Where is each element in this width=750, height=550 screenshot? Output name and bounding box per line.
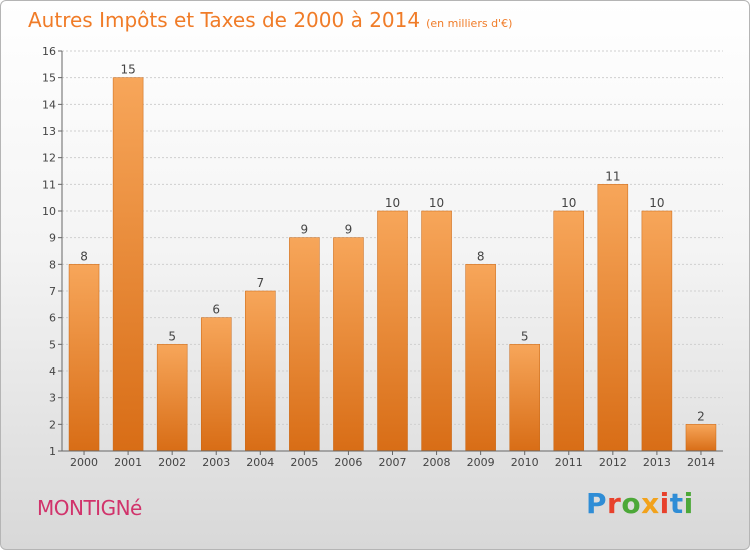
y-tick-label: 1: [49, 445, 56, 458]
bar-value-label: 10: [561, 196, 576, 210]
bar: [68, 264, 100, 452]
y-tick-label: 16: [42, 45, 56, 58]
x-tick-label: 2008: [423, 456, 451, 469]
chart-title-text: Autres Impôts et Taxes de 2000 à 2014: [28, 8, 421, 32]
bar-value-label: 6: [212, 303, 220, 317]
logo-letter: o: [621, 487, 642, 520]
y-tick-label: 14: [42, 98, 56, 111]
x-tick-label: 2002: [158, 456, 186, 469]
y-tick-label: 2: [49, 418, 56, 431]
y-tick-label: 15: [42, 72, 56, 85]
y-tick-label: 12: [42, 152, 56, 165]
logo-letter: i: [659, 487, 670, 520]
bar: [641, 210, 673, 452]
bar: [156, 344, 188, 452]
bar: [245, 290, 276, 452]
bar-value-label: 9: [301, 223, 309, 237]
y-tick-label: 8: [49, 258, 56, 271]
bar: [333, 237, 364, 452]
x-tick-label: 2004: [246, 456, 274, 469]
chart-unit-note: (en milliers d'€): [426, 17, 513, 30]
bar: [200, 317, 232, 452]
city-name: MONTIGNé: [37, 496, 142, 520]
bar: [112, 77, 144, 452]
x-tick-label: 2000: [70, 456, 98, 469]
x-tick-label: 2009: [467, 456, 495, 469]
y-tick-label: 3: [49, 392, 56, 405]
logo-letter: r: [607, 487, 622, 520]
bar: [465, 264, 496, 452]
bar-value-label: 8: [80, 249, 88, 263]
bar-value-label: 5: [168, 329, 176, 343]
bar: [509, 344, 540, 452]
logo-letter: i: [683, 487, 694, 520]
logo-letter: P: [586, 487, 608, 520]
chart-title: Autres Impôts et Taxes de 2000 à 2014 (en…: [28, 8, 512, 32]
bar: [377, 210, 408, 452]
x-tick-label: 2006: [334, 456, 362, 469]
y-tick-label: 7: [49, 285, 56, 298]
bar-value-label: 15: [120, 63, 135, 77]
x-tick-label: 2001: [114, 456, 142, 469]
bar-value-label: 10: [649, 196, 664, 210]
y-tick-label: 4: [49, 365, 56, 378]
bar: [421, 210, 452, 452]
y-tick-label: 13: [42, 125, 56, 138]
logo-letter: x: [641, 487, 660, 520]
bar: [553, 210, 585, 452]
bar-value-label: 8: [477, 249, 485, 263]
bar-value-label: 5: [521, 329, 529, 343]
y-tick-label: 9: [49, 232, 56, 245]
y-tick-label: 5: [49, 338, 56, 351]
bar-value-label: 9: [345, 223, 353, 237]
bar-value-label: 2: [697, 409, 705, 423]
bar-value-label: 11: [605, 169, 620, 183]
bar: [685, 424, 717, 452]
bar-value-label: 10: [385, 196, 400, 210]
x-tick-label: 2005: [290, 456, 318, 469]
logo-letter: t: [669, 487, 684, 520]
bar-value-label: 7: [256, 276, 264, 290]
y-tick-label: 11: [42, 178, 56, 191]
x-tick-label: 2012: [599, 456, 627, 469]
x-tick-label: 2010: [511, 456, 539, 469]
bars: 8 15 5 6 7 9 9 10 10 8 5 10 11 10 2: [68, 63, 717, 452]
y-tick-label: 10: [42, 205, 56, 218]
bar: [289, 237, 320, 452]
proxiti-logo: Proxiti: [586, 487, 694, 520]
bar-value-label: 10: [429, 196, 444, 210]
x-tick-label: 2007: [379, 456, 407, 469]
bar: [597, 184, 629, 452]
x-tick-label: 2003: [202, 456, 230, 469]
x-tick-label: 2011: [555, 456, 583, 469]
x-tick-label: 2013: [643, 456, 671, 469]
x-tick-label: 2014: [687, 456, 715, 469]
y-tick-label: 6: [49, 312, 56, 325]
